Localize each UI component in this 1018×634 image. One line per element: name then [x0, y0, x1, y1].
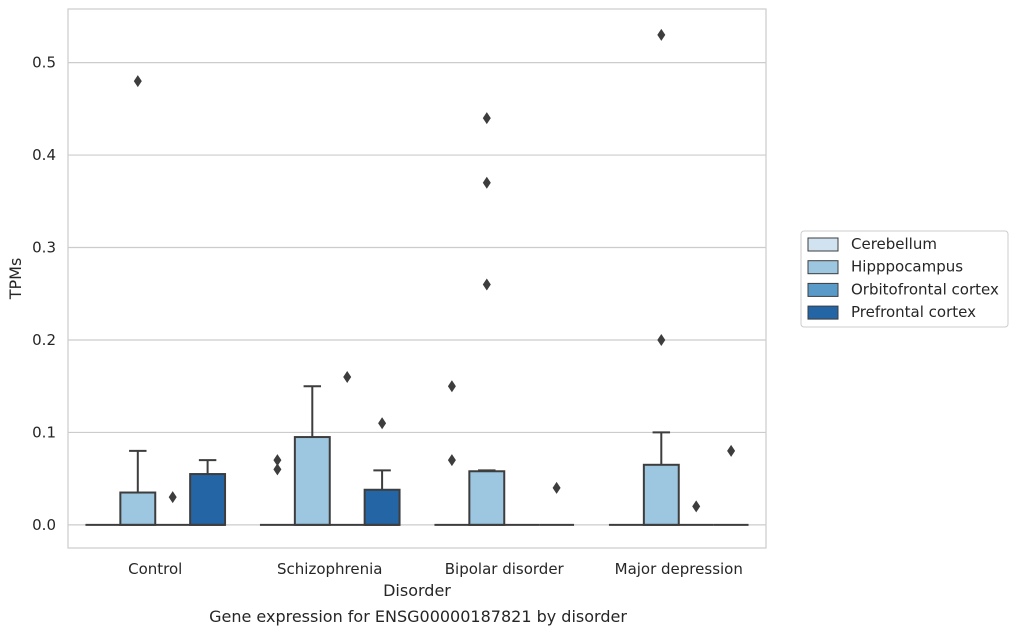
y-tick-label: 0.4 — [32, 146, 56, 164]
box-body — [119, 491, 157, 526]
x-tick-label: Schizophrenia — [277, 560, 382, 578]
box-layer — [85, 385, 749, 526]
x-tick-labels: Control Schizophrenia Bipolar disorder Majo… — [128, 560, 743, 578]
outlier-point — [343, 370, 352, 383]
legend-label: Hipppocampus — [851, 258, 963, 276]
outlier-point — [727, 444, 736, 457]
legend-frame — [800, 230, 1009, 328]
outlier-point — [273, 463, 282, 476]
legend-swatch — [807, 237, 839, 252]
y-tick-label: 0.2 — [32, 331, 56, 349]
outlier-point — [657, 333, 666, 346]
legend-swatch — [807, 282, 839, 297]
outlier-point — [692, 500, 701, 513]
y-tick-label: 0.0 — [32, 516, 56, 534]
legend-label: Prefrontal cortex — [851, 303, 976, 321]
outlier-point — [657, 28, 666, 41]
x-tick-label: Major depression — [615, 560, 743, 578]
outlier-point — [168, 491, 177, 504]
x-axis-label: Disorder — [383, 581, 451, 600]
y-tick-label: 0.3 — [32, 239, 56, 257]
chart-title: Gene expression for ENSG00000187821 by d… — [209, 607, 627, 626]
legend-label: Orbitofrontal cortex — [851, 280, 999, 298]
outlier-point — [378, 417, 387, 430]
outlier-point — [273, 454, 282, 467]
legend: Cerebellum Hipppocampus Orbitofrontal cort… — [800, 230, 1009, 328]
box-1-0 — [119, 449, 157, 526]
box-1-3 — [642, 431, 680, 526]
y-tick-label: 0.5 — [32, 54, 56, 72]
legend-label: Cerebellum — [851, 235, 937, 253]
outlier-point — [482, 176, 491, 189]
box-body — [363, 488, 401, 526]
plot-frame — [67, 8, 767, 549]
box-1-2 — [468, 469, 506, 526]
y-axis-label: TPMs — [6, 258, 25, 301]
box-body — [468, 470, 506, 526]
outlier-point — [552, 481, 561, 494]
outlier-point — [447, 454, 456, 467]
x-tick-label: Control — [128, 560, 182, 578]
box-3-0 — [189, 459, 227, 526]
y-tick-labels: 0.0 0.1 0.2 0.3 0.4 0.5 — [32, 54, 56, 534]
box-body — [189, 473, 227, 526]
x-tick-label: Bipolar disorder — [445, 560, 565, 578]
box-3-1 — [363, 469, 401, 526]
outlier-point — [482, 112, 491, 125]
box-body — [642, 463, 680, 526]
outlier-point — [482, 278, 491, 291]
legend-swatch — [807, 305, 839, 320]
outlier-point — [133, 75, 142, 88]
y-tick-label: 0.1 — [32, 423, 56, 441]
box-body — [293, 436, 331, 526]
outlier-layer — [133, 28, 736, 513]
legend-swatch — [807, 260, 839, 275]
box-1-1 — [293, 385, 331, 526]
outlier-point — [447, 380, 456, 393]
